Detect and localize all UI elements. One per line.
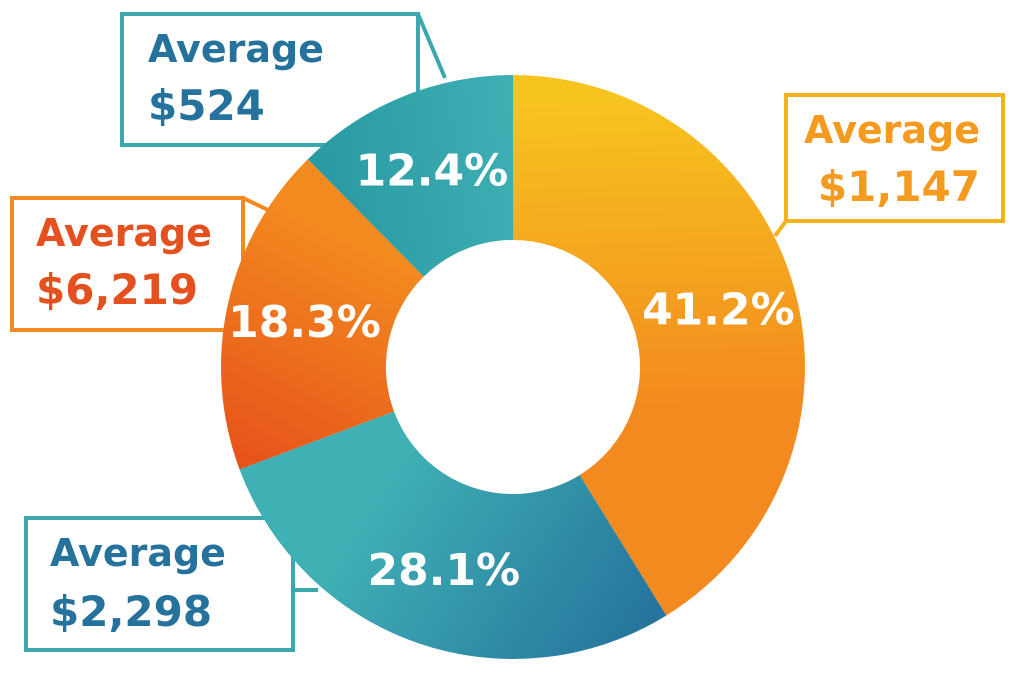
donut-slice-4 — [307, 75, 513, 277]
callout-value: $524 — [148, 81, 265, 130]
callout-value: $6,219 — [36, 265, 198, 314]
callout-pointer — [773, 219, 788, 238]
slice-percent-label: 28.1% — [368, 545, 521, 596]
slice-percent-label: 41.2% — [642, 285, 795, 336]
slice-layer — [220, 75, 806, 660]
callout-title: Average — [148, 27, 324, 71]
callout-layer: Average$1,147Average$2,298Average$6,219A… — [10, 12, 1005, 652]
donut-slice-3 — [220, 159, 424, 470]
callout-pointer — [242, 196, 269, 212]
callout-box-4: Average $524 — [120, 12, 447, 147]
callout-box-2: Average $2,298 — [24, 516, 318, 652]
callout-border — [24, 516, 295, 652]
label-layer: 41.2% 28.1% 18.3% 12.4% — [228, 145, 795, 595]
callout-box-1: Average $1,147 — [773, 93, 1005, 238]
callout-border — [784, 93, 1005, 223]
callout-title: Average — [50, 531, 226, 575]
callout-title: Average — [804, 108, 980, 152]
callout-title: Average — [36, 211, 212, 255]
donut-slice-1 — [513, 75, 806, 616]
slice-percent-label: 18.3% — [228, 297, 381, 348]
donut-slice-2 — [239, 411, 667, 660]
callout-box-3: Average $6,219 — [10, 196, 269, 332]
slice-percent-label: 12.4% — [356, 145, 509, 196]
callout-value: $2,298 — [50, 587, 212, 636]
callout-value: $1,147 — [818, 162, 980, 211]
callout-pointer — [416, 13, 447, 79]
